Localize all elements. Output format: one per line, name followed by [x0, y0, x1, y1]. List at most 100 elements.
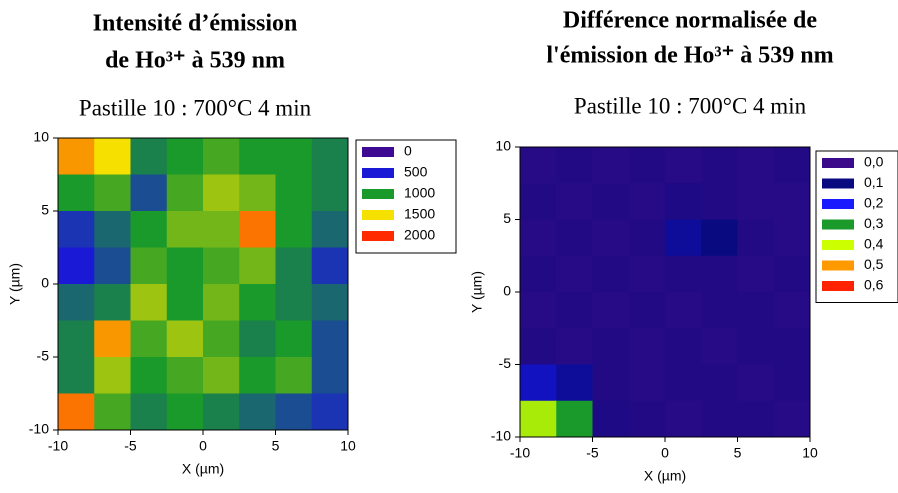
heat-cell	[628, 328, 666, 365]
heat-cell	[773, 147, 811, 184]
legend-label: 0	[404, 143, 412, 159]
heat-cell	[520, 147, 557, 184]
heat-cell	[275, 211, 313, 248]
heat-cell	[665, 255, 702, 293]
heat-cell	[311, 393, 349, 431]
heat-cell	[275, 357, 313, 394]
legend-swatch	[822, 260, 854, 271]
heat-cell	[701, 328, 738, 365]
heat-cell	[665, 147, 702, 184]
heat-cell	[556, 400, 593, 438]
heat-cell	[520, 328, 557, 365]
legend-label: 0,5	[864, 256, 884, 272]
heat-cell	[701, 219, 738, 257]
heat-cell	[592, 400, 630, 438]
legend-label: 1500	[404, 206, 435, 222]
y-tick-label: 5	[41, 202, 49, 218]
heat-cell	[665, 219, 702, 257]
heat-cell	[701, 400, 738, 438]
legend-swatch	[362, 147, 394, 157]
y-tick-label: -5	[37, 348, 50, 364]
legend-swatch	[362, 210, 394, 220]
heat-cell	[94, 174, 131, 212]
heat-cell	[239, 357, 276, 394]
heat-cell	[311, 174, 349, 212]
legend-swatch	[822, 199, 854, 209]
legend-label: 0,6	[864, 277, 884, 293]
heat-cell	[239, 320, 276, 358]
heat-cell	[203, 174, 240, 212]
legend-swatch	[822, 281, 854, 291]
y-tick-label: -10	[29, 421, 49, 437]
legend-label: 0,4	[864, 236, 884, 252]
legend-label: 2000	[404, 227, 435, 243]
heat-cell	[58, 320, 95, 358]
heat-cell	[58, 138, 95, 175]
heat-cell	[166, 393, 204, 431]
heat-cell	[737, 147, 775, 184]
heat-cell	[239, 211, 276, 248]
heat-cell	[701, 183, 738, 220]
heat-cell	[166, 247, 204, 285]
x-tick-label: -10	[510, 445, 530, 461]
heat-cell	[166, 284, 204, 321]
heat-cell	[665, 364, 702, 402]
heat-cell	[701, 255, 738, 293]
heat-cell	[203, 357, 240, 394]
x-axis-label: X (µm)	[182, 461, 224, 477]
y-tick-label: 0	[503, 283, 511, 299]
heat-cell	[556, 183, 593, 220]
heat-cell	[166, 211, 204, 248]
heat-cell	[130, 211, 168, 248]
heat-cell	[773, 219, 811, 257]
heat-cell	[166, 357, 204, 394]
legend-label: 0,1	[864, 174, 884, 190]
heat-cell	[701, 147, 738, 184]
heat-cell	[592, 328, 630, 365]
heat-cell	[203, 320, 240, 358]
x-tick-label: -5	[124, 438, 137, 454]
heat-cell	[628, 183, 666, 220]
heat-cell	[239, 247, 276, 285]
heat-cell	[130, 320, 168, 358]
heat-cell	[58, 174, 95, 212]
heat-cell	[773, 400, 811, 438]
heat-cell	[556, 292, 593, 329]
heat-cell	[701, 292, 738, 329]
heat-cell	[737, 400, 775, 438]
legend-swatch	[362, 168, 394, 178]
chart-title: de Ho³⁺ à 539 nm	[105, 48, 285, 74]
heat-cell	[520, 364, 557, 402]
heat-cell	[520, 255, 557, 293]
heat-cell	[203, 138, 240, 175]
heat-cell	[166, 320, 204, 358]
heat-cell	[58, 284, 95, 321]
x-tick-label: -5	[586, 445, 599, 461]
chart-title: Intensité d’émission	[93, 11, 298, 37]
heat-cell	[628, 147, 666, 184]
x-tick-label: 10	[802, 445, 818, 461]
heat-cell	[628, 400, 666, 438]
legend-swatch	[822, 178, 854, 189]
heat-cell	[58, 357, 95, 394]
x-tick-label: -10	[48, 438, 68, 454]
heat-cell	[311, 138, 349, 175]
heat-cell	[773, 328, 811, 365]
heat-cell	[773, 292, 811, 329]
x-tick-label: 0	[199, 438, 207, 454]
heat-cell	[58, 211, 95, 248]
heat-cell	[737, 219, 775, 257]
x-tick-label: 5	[734, 445, 742, 461]
heat-cell	[701, 364, 738, 402]
heat-cell	[166, 174, 204, 212]
heat-cell	[166, 138, 204, 175]
chart-subtitle: Pastille 10 : 700°C 4 min	[79, 95, 312, 120]
legend-swatch	[822, 219, 854, 230]
heat-cell	[665, 328, 702, 365]
heat-cell	[737, 328, 775, 365]
legend-swatch	[362, 189, 394, 199]
heat-cell	[556, 219, 593, 257]
legend-label: 500	[404, 164, 428, 180]
heat-cell	[520, 400, 557, 438]
